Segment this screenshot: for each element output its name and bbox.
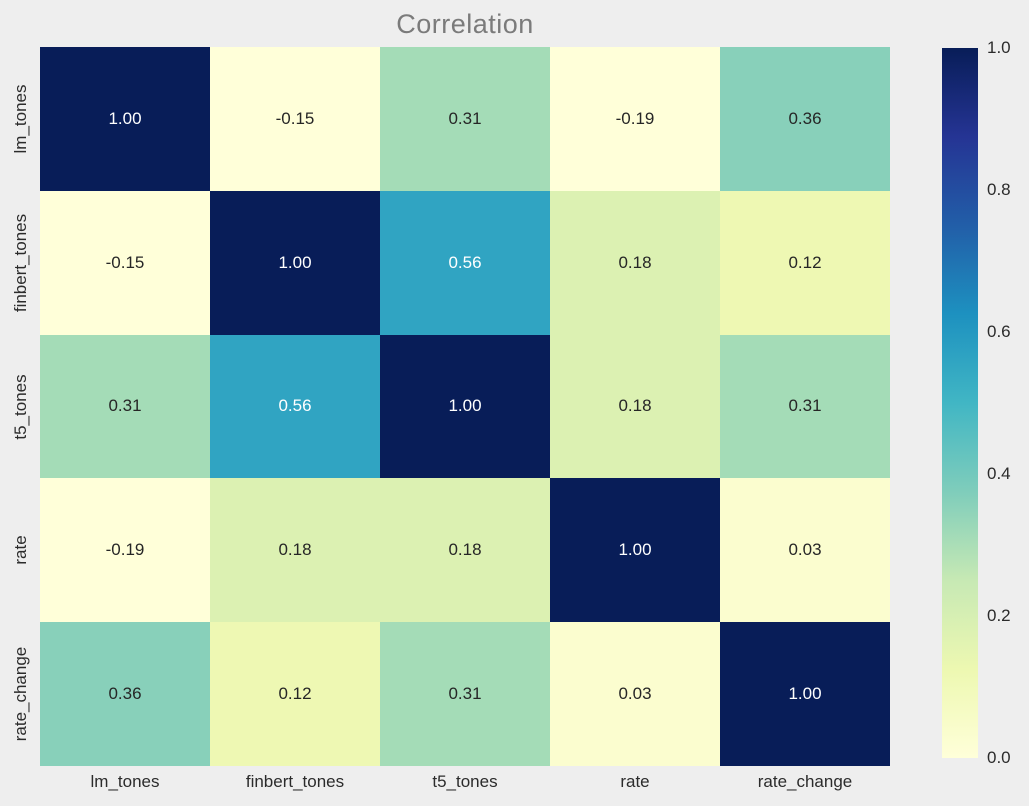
heatmap-cell: 0.36	[720, 47, 890, 191]
heatmap-cell: 0.12	[210, 622, 380, 766]
heatmap-cell: 0.03	[720, 478, 890, 623]
y-axis-label: rate_change	[11, 646, 30, 742]
colorbar-tick-label: 0.8	[987, 180, 1011, 199]
heatmap-cell: 0.18	[550, 190, 720, 335]
heatmap-cell: 1.00	[550, 478, 720, 623]
heatmap-cell: 0.03	[550, 622, 720, 766]
colorbar-tick-label: 0.6	[987, 322, 1011, 341]
x-axis-label: rate	[620, 772, 650, 791]
colorbar-tick-label: 0.4	[987, 464, 1011, 483]
heatmap-cell: 1.00	[720, 622, 890, 766]
colorbar	[942, 48, 978, 758]
x-axis-label: rate_change	[757, 772, 853, 791]
y-axis-label: t5_tones	[11, 373, 30, 440]
x-axis-label: t5_tones	[432, 772, 498, 791]
heatmap-cell: -0.19	[40, 478, 210, 623]
colorbar-tick-label: 0.0	[987, 748, 1011, 767]
heatmap-cell: 0.18	[550, 334, 720, 479]
heatmap-cell: -0.15	[40, 190, 210, 335]
heatmap-cell: 0.18	[380, 478, 550, 623]
heatmap-cell: 1.00	[380, 334, 550, 479]
chart-title: Correlation	[396, 9, 534, 39]
heatmap-cell: 0.31	[720, 334, 890, 479]
heatmap-cell: 0.56	[380, 190, 550, 335]
heatmap-cell: 0.12	[720, 190, 890, 335]
x-axis-label: lm_tones	[90, 772, 160, 791]
heatmap: 1.00 -0.15 0.31 -0.19 0.36 -0.15 1.00 0.56 0.18 0…	[40, 47, 890, 766]
heatmap-cell: 0.31	[380, 47, 550, 191]
heatmap-cell: 0.31	[40, 334, 210, 479]
heatmap-cell: -0.15	[210, 47, 380, 191]
colorbar-tick-label: 0.2	[987, 606, 1011, 625]
x-axis: lm_tones finbert_tones t5_tones rate rate_ch…	[40, 772, 890, 792]
heatmap-cell: 1.00	[210, 190, 380, 335]
heatmap-cell: -0.19	[550, 47, 720, 191]
heatmap-cell: 0.36	[40, 622, 210, 766]
y-axis-label: rate	[11, 535, 30, 565]
heatmap-cell: 0.56	[210, 334, 380, 479]
y-axis-label: finbert_tones	[11, 213, 30, 312]
heatmap-cell: 0.18	[210, 478, 380, 623]
x-axis-label: finbert_tones	[245, 772, 345, 791]
y-axis-label: lm_tones	[11, 84, 30, 154]
colorbar-tick-label: 1.0	[987, 38, 1011, 57]
heatmap-cell: 0.31	[380, 622, 550, 766]
heatmap-cell: 1.00	[40, 47, 210, 191]
